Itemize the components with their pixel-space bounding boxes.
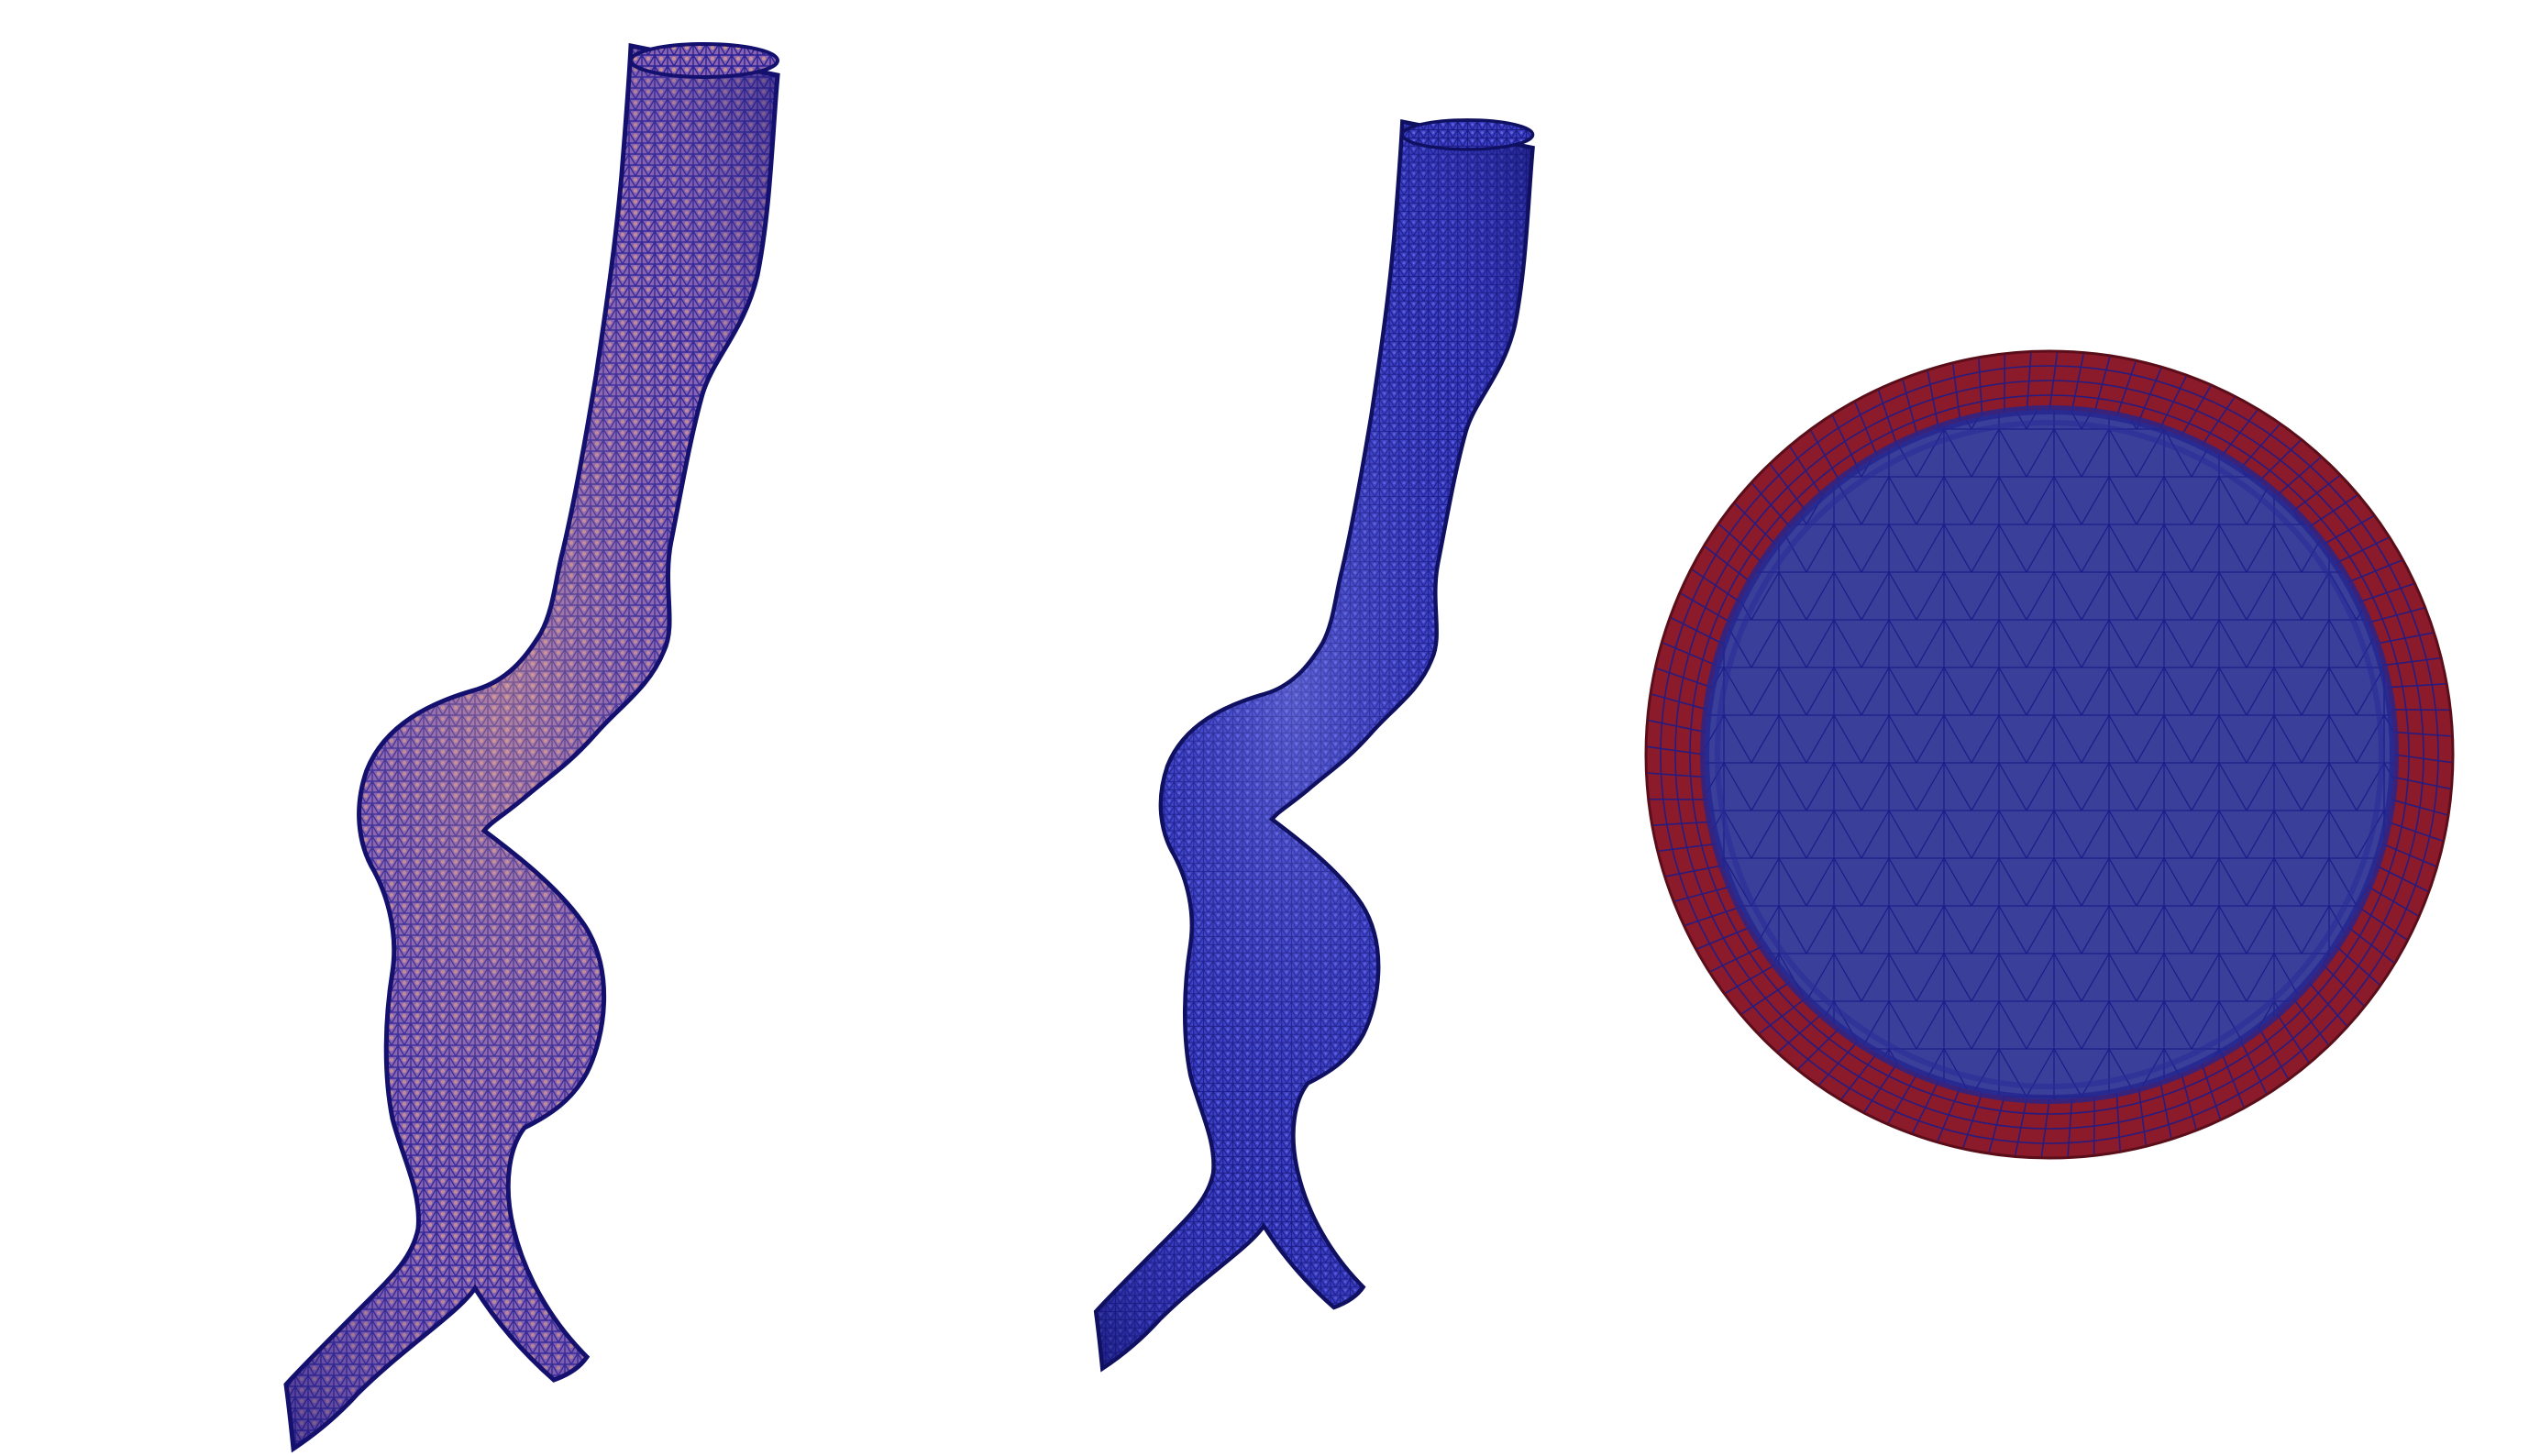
vessel-surface-mesh-coarse: [0, 0, 825, 1456]
vessel-left-shading: [286, 46, 778, 1449]
vessel-surface-mesh-fine: [825, 0, 1559, 1456]
vessel-left-inlet-cap: [629, 42, 779, 79]
wall-mesh-ring: [1674, 380, 2424, 1130]
wall-mesh-ring: [1689, 394, 2410, 1115]
cross-section-svg: [1644, 349, 2455, 1160]
lumen-boundary-layer-inner: [1715, 420, 2384, 1089]
vessel-middle-inlet-cap: [1400, 118, 1535, 151]
vessel-middle-shading: [1096, 121, 1533, 1369]
vessel-cross-section-mesh: [1559, 0, 2540, 1456]
vessel-left-svg: [0, 42, 825, 1456]
wall-mesh-ring: [1660, 365, 2439, 1144]
lumen: [1705, 410, 2394, 1099]
vessel-middle-svg: [825, 118, 1559, 1456]
wall-layer-mesh-lines: [1645, 350, 2454, 1159]
wall-outer-boundary: [1644, 349, 2455, 1160]
lumen-boundary-layer: [1700, 405, 2399, 1104]
